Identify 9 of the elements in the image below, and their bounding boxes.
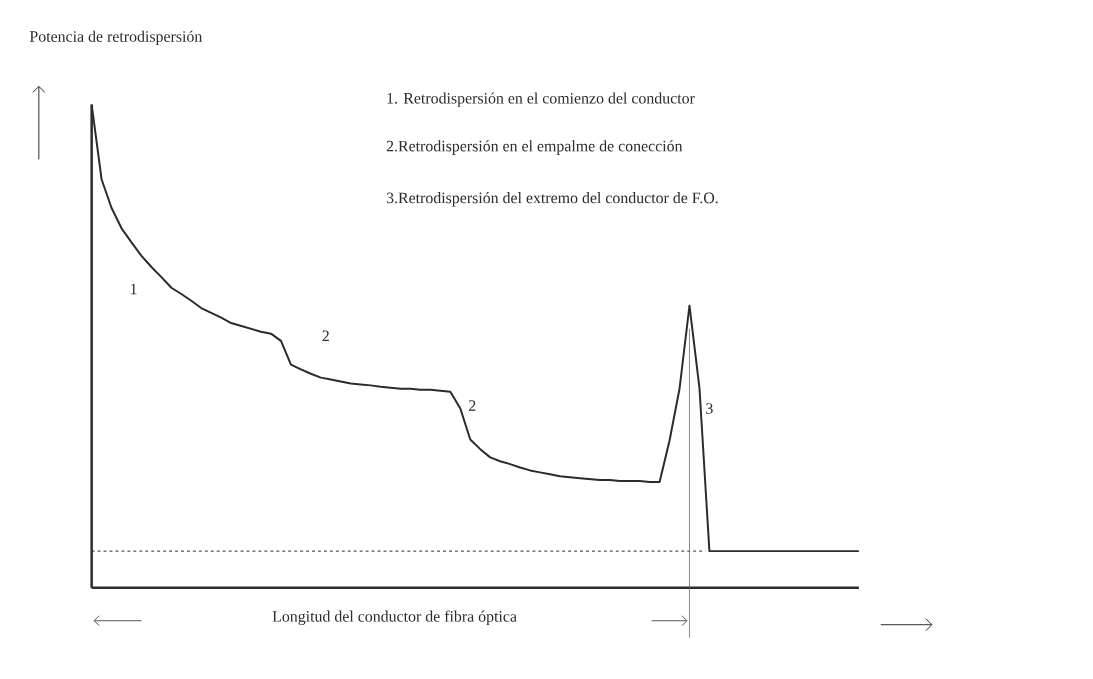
annotation: 2.Retrodispersión en el empalme de conección [386,140,683,155]
x-axis-title: Longitud del conductor de fibra óptica [272,610,517,626]
annotation: 3.Retrodispersión del extremo del conductor de F.O. [386,192,718,207]
annotation: 1 [130,283,137,295]
annotation: 2 [322,330,329,342]
y-axis-title: Potencia de retrodispersión [29,30,203,46]
annotation: 3 [706,403,713,415]
annotation: 1. Retrodispersión en el comienzo del conductor [387,92,695,108]
annotation: 2 [469,400,476,411]
